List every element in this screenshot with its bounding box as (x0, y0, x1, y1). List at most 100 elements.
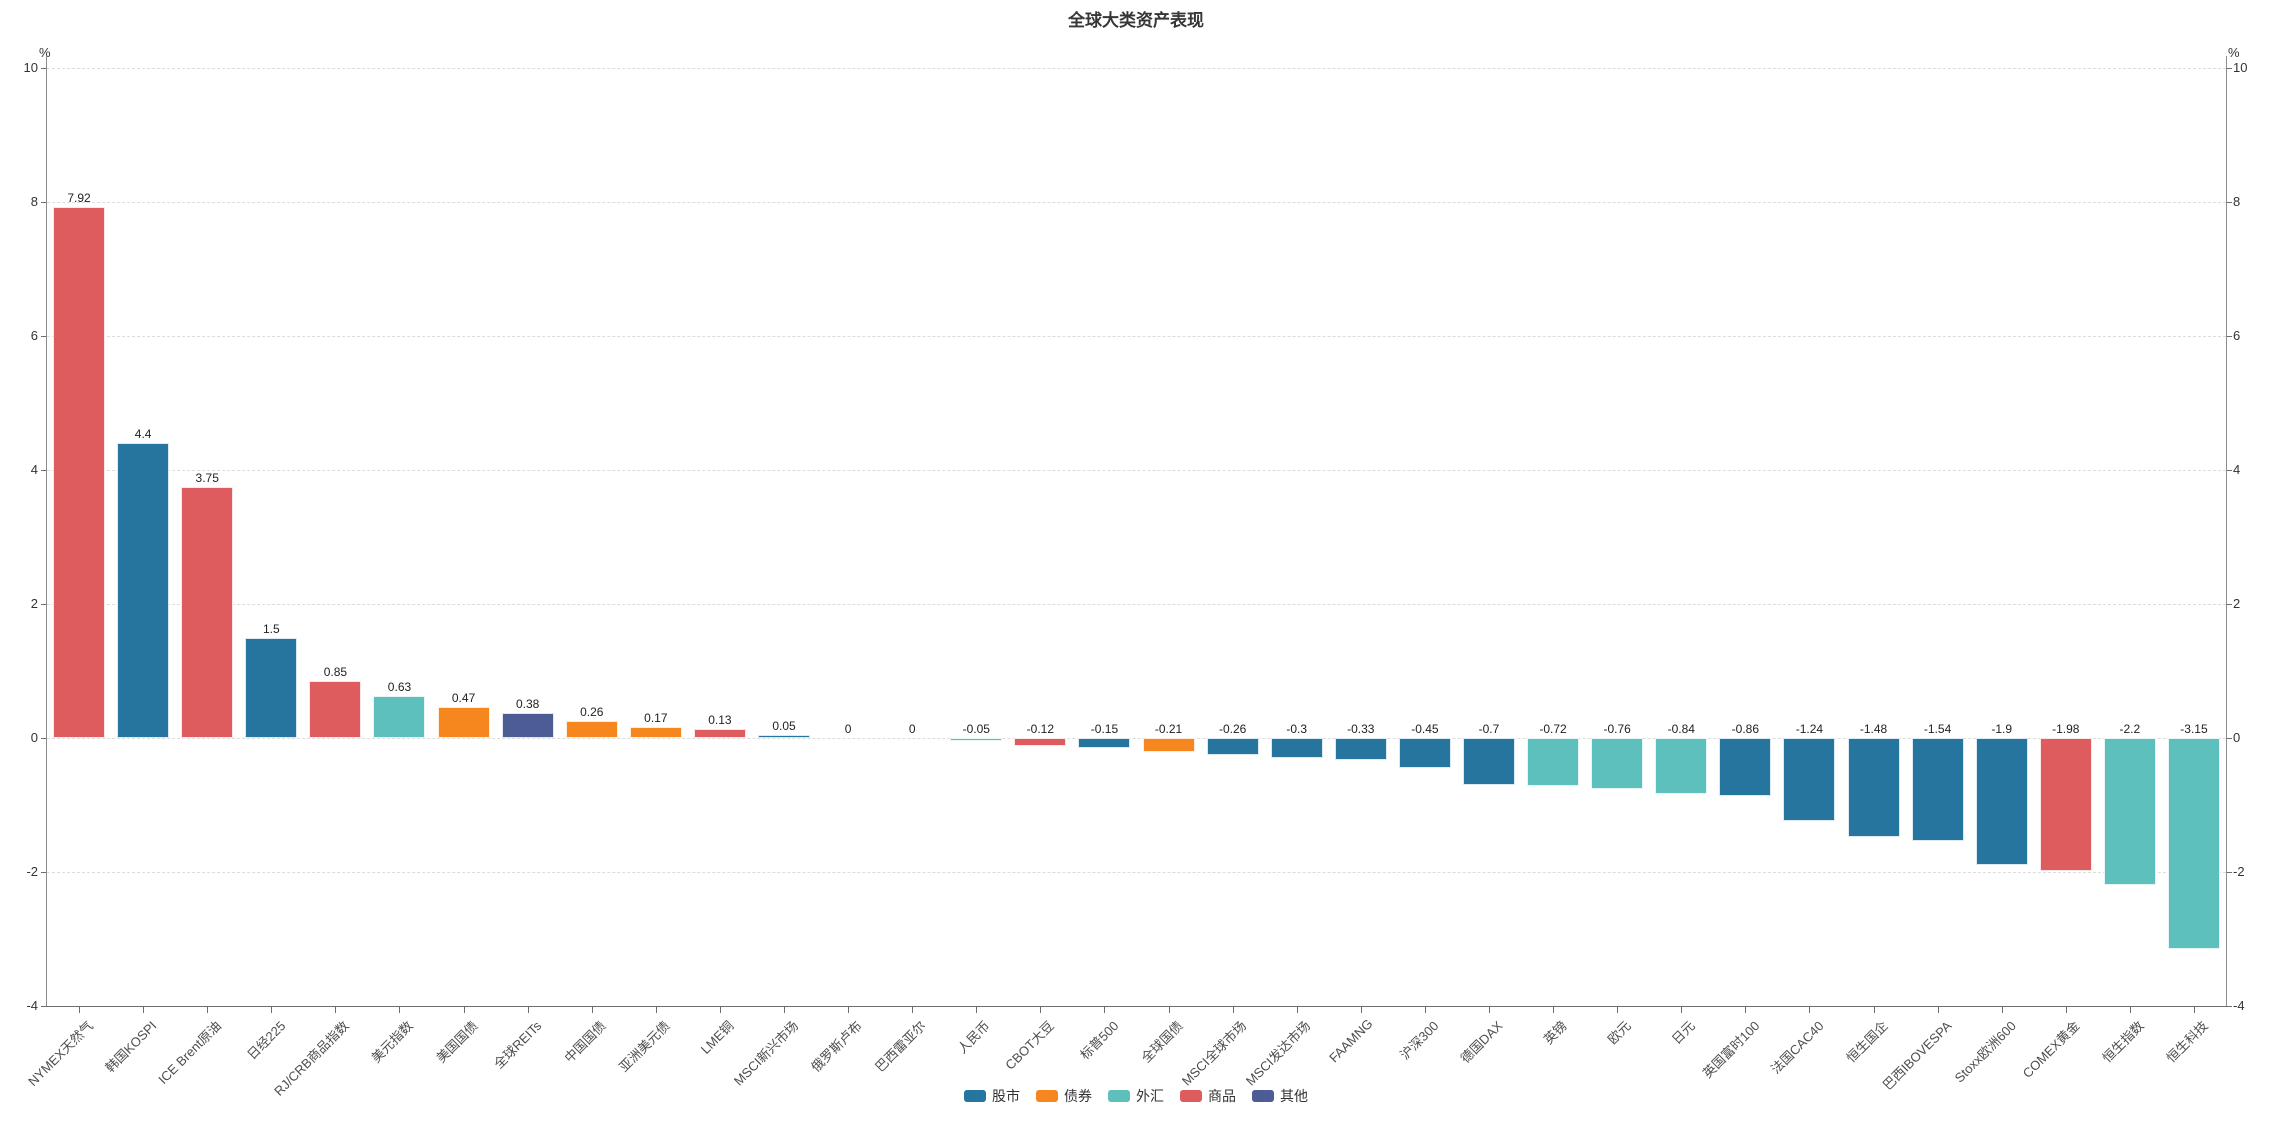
x-axis-label: CBOT大豆 (1002, 1018, 1058, 1073)
bar[interactable] (1142, 738, 1195, 753)
x-axis-tick (719, 1006, 721, 1013)
bar[interactable] (53, 207, 106, 738)
bar-value-label: -1.24 (1795, 722, 1824, 736)
bar[interactable] (245, 637, 298, 738)
bar-value-label: -1.54 (1923, 722, 1952, 736)
x-axis-label: LME铜 (697, 1018, 737, 1057)
bar[interactable] (1334, 738, 1387, 761)
bar[interactable] (1462, 738, 1515, 785)
bar-value-label: -2.2 (2119, 722, 2141, 736)
bar-value-label: 0.63 (387, 679, 412, 694)
x-axis-label: MSCI新兴市场 (730, 1018, 801, 1089)
bar-value-label: -0.05 (962, 722, 990, 736)
bar[interactable] (1078, 738, 1131, 749)
bar[interactable] (565, 720, 618, 738)
bar[interactable] (117, 443, 170, 738)
bar-value-label: 0.05 (772, 718, 796, 733)
bar[interactable] (437, 706, 490, 738)
x-axis-tick (271, 1006, 273, 1013)
y-axis-tick-right (2226, 872, 2232, 873)
gridline (47, 872, 2226, 873)
legend-item[interactable]: 其他 (1252, 1086, 1308, 1106)
bar[interactable] (181, 486, 234, 738)
legend-item[interactable]: 外汇 (1108, 1086, 1164, 1106)
y-axis-line-left (46, 56, 47, 1006)
bar[interactable] (2039, 738, 2092, 871)
x-axis-tick (79, 1006, 81, 1013)
bar[interactable] (2167, 738, 2220, 950)
bar[interactable] (1655, 738, 1708, 795)
y-axis-tick-left (41, 604, 47, 605)
bar[interactable] (1911, 738, 1964, 842)
y-axis-tick-right (2226, 68, 2232, 69)
x-axis-tick (143, 1006, 145, 1013)
x-axis-tick (591, 1006, 593, 1013)
x-axis-label: 中国国债 (561, 1018, 609, 1066)
x-axis-label: MSCI全球市场 (1179, 1018, 1250, 1089)
x-axis-label: 德国DAX (1457, 1018, 1506, 1067)
x-axis-label: COMEX黄金 (2019, 1018, 2083, 1081)
y-axis-tick-left (41, 68, 47, 69)
bar[interactable] (1783, 738, 1836, 822)
bar[interactable] (1975, 738, 2028, 866)
bar-value-label: 0 (844, 722, 852, 736)
x-axis-tick (1553, 1006, 1555, 1013)
y-axis-tick-left (41, 202, 47, 203)
y-axis-tick-right (2226, 738, 2232, 739)
y-axis-unit-left: % (39, 45, 51, 60)
y-axis-tick-label-right: 0 (2233, 730, 2241, 745)
bar[interactable] (373, 695, 426, 738)
bar[interactable] (758, 734, 810, 738)
x-axis-label: 人民币 (954, 1018, 994, 1057)
x-axis-label: 亚洲美元债 (615, 1018, 673, 1075)
bar-value-label: -0.45 (1411, 722, 1439, 736)
bar[interactable] (1591, 738, 1644, 789)
x-axis-tick (1745, 1006, 1747, 1013)
bar[interactable] (1270, 738, 1323, 759)
x-axis-tick (2193, 1006, 2195, 1013)
x-axis-label: 标普500 (1076, 1018, 1122, 1063)
bar-value-label: 0.38 (515, 696, 540, 711)
x-axis-label: 欧元 (1604, 1018, 1634, 1048)
x-axis-tick (1232, 1006, 1234, 1013)
legend: 股市 债券 外汇 商品 其他 (964, 1086, 1308, 1106)
x-axis-label: 俄罗斯卢布 (808, 1018, 865, 1075)
legend-item[interactable]: 商品 (1180, 1086, 1236, 1106)
bar-value-label: 0.26 (580, 704, 604, 719)
x-axis-label: 日元 (1668, 1018, 1698, 1048)
x-axis-tick (848, 1006, 850, 1013)
bar[interactable] (501, 712, 554, 738)
legend-item[interactable]: 债券 (1036, 1086, 1092, 1106)
x-axis-tick (1296, 1006, 1298, 1013)
bar[interactable] (1527, 738, 1580, 787)
x-axis-tick (207, 1006, 209, 1013)
y-axis-tick-right (2226, 1006, 2232, 1007)
bar[interactable] (2103, 738, 2156, 886)
legend-label: 商品 (1208, 1088, 1236, 1104)
bar-value-label: 0.17 (644, 710, 668, 725)
bar[interactable] (629, 726, 682, 738)
bar[interactable] (1847, 738, 1900, 838)
bar[interactable] (1206, 738, 1259, 756)
x-axis-tick (2129, 1006, 2131, 1013)
x-axis-tick (976, 1006, 978, 1013)
x-axis-label: 英国富时100 (1699, 1018, 1763, 1081)
bar[interactable] (1014, 738, 1067, 747)
chart-title: 全球大类资产表现 (1068, 11, 1204, 30)
bar-value-label: -0.33 (1347, 722, 1375, 736)
bar[interactable] (1398, 738, 1451, 769)
bar-value-label: -0.15 (1090, 722, 1119, 736)
y-axis-tick-label-right: 6 (2233, 328, 2241, 343)
x-axis-tick (335, 1006, 337, 1013)
x-axis-tick (399, 1006, 401, 1013)
legend-item[interactable]: 股市 (964, 1086, 1020, 1106)
bar[interactable] (1719, 738, 1772, 796)
x-axis-tick (1937, 1006, 1939, 1013)
bar[interactable] (693, 729, 746, 738)
bar[interactable] (950, 738, 1003, 742)
bar-value-label: 3.75 (195, 470, 219, 485)
bar[interactable] (309, 681, 362, 738)
x-axis-tick (1617, 1006, 1619, 1013)
x-axis-label: MSCI发达市场 (1243, 1018, 1314, 1089)
